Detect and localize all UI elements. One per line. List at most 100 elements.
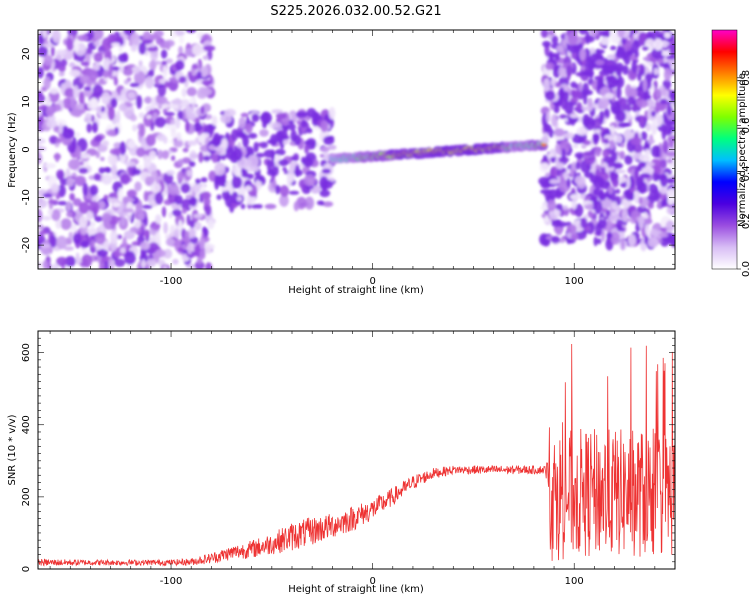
figure-title: S225.2026.032.00.52.G21 bbox=[270, 4, 441, 19]
heatmap-cell bbox=[161, 60, 168, 66]
heatmap-cell bbox=[547, 199, 557, 212]
snr-y-tick-label: 400 bbox=[21, 415, 32, 434]
heatmap-cell bbox=[196, 71, 202, 78]
heatmap-cell bbox=[542, 154, 548, 162]
heatmap-cell bbox=[596, 238, 602, 245]
heatmap-cell bbox=[60, 218, 72, 231]
heatmap-cell bbox=[662, 79, 672, 90]
heatmap-cell bbox=[662, 139, 669, 154]
heatmap-cell bbox=[38, 137, 44, 144]
heatmap-cell bbox=[247, 132, 258, 139]
heatmap-cell bbox=[192, 64, 199, 70]
heatmap-cell bbox=[598, 30, 607, 37]
heatmap-cell bbox=[203, 242, 213, 255]
heatmap-cell bbox=[205, 262, 213, 269]
heatmap-cell bbox=[77, 103, 84, 110]
heatmap-cell bbox=[143, 190, 149, 202]
heatmap-cell bbox=[578, 30, 588, 35]
heatmap-cell bbox=[606, 232, 613, 239]
heatmap-cell bbox=[640, 131, 648, 141]
heatmap-cell bbox=[49, 87, 59, 95]
colorbar-tick-label: 0.4 bbox=[741, 165, 750, 181]
colorbar: 0.0 0.2 0.4 0.6 0.8 Normalized spectral ampl… bbox=[711, 29, 750, 277]
heatmap-cell bbox=[72, 233, 82, 245]
heatmap-cell bbox=[185, 120, 190, 132]
heatmap-cell bbox=[146, 47, 159, 52]
heatmap-cell bbox=[605, 219, 614, 234]
heatmap-cell bbox=[644, 148, 650, 156]
heatmap-cell bbox=[112, 174, 119, 181]
heatmap-cell bbox=[143, 215, 148, 227]
heatmap-cell bbox=[199, 237, 205, 250]
heatmap-cell bbox=[58, 122, 63, 134]
heatmap-cell bbox=[195, 178, 201, 185]
heatmap-cell bbox=[115, 36, 124, 43]
heatmap-cell bbox=[122, 236, 127, 251]
heatmap-cell bbox=[327, 144, 337, 150]
heatmap-cell bbox=[630, 30, 638, 34]
heatmap-cell bbox=[574, 152, 586, 159]
heatmap-cell bbox=[81, 253, 93, 268]
heatmap-cell bbox=[582, 82, 590, 97]
heatmap-cell bbox=[251, 204, 259, 209]
heatmap-cell bbox=[570, 168, 575, 177]
heatmap-cell bbox=[653, 68, 659, 76]
heatmap-cell bbox=[595, 59, 605, 66]
heatmap-cell bbox=[634, 50, 639, 58]
heatmap-cell bbox=[211, 136, 222, 147]
heatmap-cell bbox=[264, 203, 277, 210]
heatmap-cell bbox=[580, 217, 588, 229]
heatmap-cell bbox=[98, 167, 106, 174]
heatmap-cell bbox=[561, 148, 566, 162]
heatmap-cell bbox=[328, 106, 336, 120]
spectrogram-x-tick-label: -100 bbox=[160, 276, 183, 287]
heatmap-cell bbox=[100, 156, 105, 162]
heatmap-cell bbox=[213, 146, 225, 152]
heatmap-cell bbox=[132, 124, 138, 132]
heatmap-cell bbox=[201, 79, 213, 86]
heatmap-cell bbox=[143, 96, 153, 104]
heatmap-cell bbox=[99, 260, 104, 269]
colorbar-label: Normalized spectral amplitude bbox=[737, 73, 748, 227]
heatmap-cell bbox=[576, 102, 583, 112]
heatmap-cell bbox=[603, 156, 615, 163]
heatmap-cell bbox=[50, 183, 60, 193]
heatmap-cell bbox=[38, 150, 41, 164]
heatmap-cell bbox=[562, 205, 569, 211]
heatmap-cell bbox=[592, 133, 600, 142]
heatmap-cell bbox=[142, 39, 153, 44]
heatmap-cell bbox=[666, 104, 672, 116]
heatmap-cell bbox=[136, 147, 146, 158]
heatmap-cell bbox=[187, 71, 193, 80]
heatmap-cell bbox=[637, 72, 642, 82]
heatmap-cell bbox=[155, 249, 166, 258]
heatmap-cell bbox=[163, 221, 169, 234]
heatmap-cell bbox=[145, 76, 154, 89]
heatmap-cell bbox=[75, 131, 81, 138]
heatmap-cell bbox=[617, 30, 625, 38]
heatmap-cell bbox=[642, 46, 649, 51]
heatmap-cell bbox=[55, 219, 62, 229]
heatmap-cell bbox=[127, 91, 136, 100]
heatmap-cell bbox=[292, 153, 300, 162]
heatmap-cell bbox=[306, 127, 313, 134]
heatmap-cell bbox=[80, 240, 90, 249]
heatmap-cell bbox=[238, 117, 246, 129]
heatmap-cell bbox=[55, 152, 60, 163]
heatmap-cell bbox=[118, 46, 123, 52]
heatmap-cell bbox=[665, 220, 675, 232]
heatmap-cell bbox=[91, 196, 98, 203]
heatmap-cell bbox=[222, 189, 230, 201]
heatmap-cell bbox=[658, 233, 669, 238]
heatmap-cell bbox=[225, 180, 234, 190]
heatmap-cell bbox=[603, 138, 609, 145]
heatmap-cell bbox=[107, 106, 115, 121]
spectrogram-x-tick-label: 100 bbox=[565, 276, 584, 287]
heatmap-cell bbox=[155, 231, 161, 244]
heatmap-cell bbox=[139, 253, 149, 263]
heatmap-cell bbox=[598, 191, 607, 201]
heatmap-cell bbox=[94, 216, 103, 222]
heatmap-cell bbox=[569, 97, 579, 103]
heatmap-cell bbox=[122, 208, 134, 213]
